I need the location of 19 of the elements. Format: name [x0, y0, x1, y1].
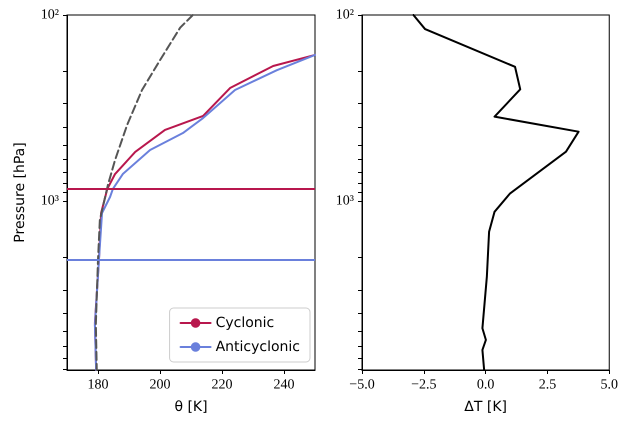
x-tick-label: 180 [88, 378, 108, 392]
x-axis-title: ΔT [K] [464, 399, 507, 415]
legend-label: Anticyclonic [216, 339, 300, 355]
y-tick-label: 10³ [40, 194, 59, 209]
y-tick-label: 10³ [336, 194, 354, 209]
x-tick-label: 2.5 [538, 378, 556, 392]
y-tick-label: 10² [40, 8, 59, 22]
y-tick-label: 10² [336, 8, 354, 22]
x-tick-label: 240 [274, 378, 294, 392]
x-tick-label: −5.0 [349, 378, 375, 392]
y-axis-title: Pressure [hPa] [12, 142, 28, 243]
x-axis-title: θ [K] [174, 399, 208, 415]
x-tick-label: 5.0 [600, 378, 618, 392]
legend-label: Cyclonic [216, 315, 274, 331]
x-tick-label: 200 [150, 378, 170, 392]
x-tick-label: −2.5 [411, 378, 437, 392]
x-tick-label: 0.0 [476, 378, 494, 392]
x-tick-label: 220 [212, 378, 232, 392]
line-series [94, 14, 194, 371]
